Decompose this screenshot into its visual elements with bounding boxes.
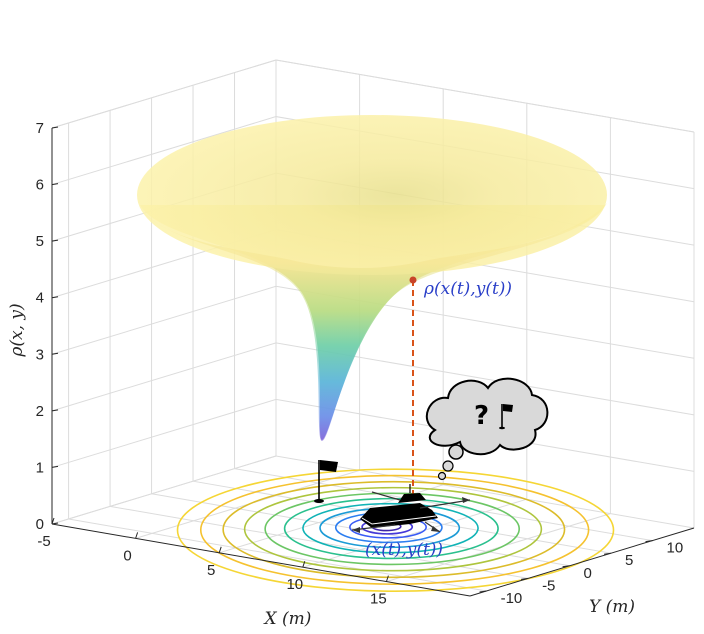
boat-position-label: (x(t),y(t)) (365, 540, 443, 560)
x-tick (302, 561, 306, 568)
x-tick-label: -5 (37, 533, 50, 550)
box-edge (51, 59, 277, 129)
z-axis-label: ρ(x, y) (7, 303, 27, 357)
y-tick (603, 552, 612, 555)
x-tick-label: 10 (286, 576, 303, 593)
x-tick (135, 532, 139, 539)
contour-ring (176, 468, 615, 593)
z-tick (51, 296, 59, 299)
x-tick (385, 575, 389, 582)
z-tick-label: 2 (36, 403, 44, 420)
field-value-label: ρ(x(t),y(t)) (423, 279, 512, 299)
x-tick-label: 5 (207, 562, 215, 579)
contour-ring (243, 486, 543, 572)
z-tick (51, 465, 59, 468)
field-value-marker (409, 276, 417, 284)
z-tick-label: 4 (36, 290, 44, 307)
y-tick (521, 577, 529, 580)
thought-bubble: ? (425, 377, 549, 481)
y-tick (479, 590, 487, 593)
y-tick (562, 565, 570, 568)
x-axis-line (51, 523, 471, 597)
x-tick-label: 15 (370, 591, 387, 608)
flag-icon (314, 460, 338, 503)
contour-ring (199, 474, 590, 585)
x-tick-label: 0 (123, 547, 131, 564)
floor-grid-x (302, 498, 527, 568)
contour-ring (222, 480, 566, 579)
box-edge (275, 59, 695, 133)
y-tick-label: 10 (667, 540, 684, 557)
x-tick (218, 546, 222, 553)
z-tick-label: 5 (36, 233, 44, 250)
contour-lines (176, 468, 615, 593)
surface-rim (137, 115, 607, 275)
contour-ring (302, 502, 479, 554)
x-axis-label: X (m) (263, 609, 312, 629)
y-tick-label: 0 (584, 565, 592, 582)
wall-grid-z (51, 342, 695, 416)
x-tick (51, 517, 55, 525)
z-tick-label: 3 (36, 346, 44, 363)
contour-ring (264, 492, 521, 566)
z-tick-label: 6 (36, 177, 44, 194)
z-tick-label: 1 (36, 459, 44, 476)
mini-flag-icon (499, 404, 513, 430)
z-tick (51, 126, 59, 129)
z-tick-label: 0 (36, 516, 44, 533)
y-tick-label: -10 (501, 590, 523, 607)
boat-icon (351, 484, 471, 533)
thought-symbol: ? (474, 401, 489, 431)
y-tick (645, 540, 653, 543)
z-tick (51, 183, 59, 186)
z-tick (51, 352, 59, 355)
contour-ring (283, 497, 499, 560)
y-tick-label: 5 (625, 552, 633, 569)
wall-grid-z (51, 398, 695, 472)
y-tick-label: -5 (542, 577, 555, 594)
z-tick-label: 7 (36, 120, 44, 137)
z-tick (51, 239, 59, 242)
z-tick (51, 409, 59, 412)
y-axis-line (469, 527, 695, 597)
y-axis-label: Y (m) (589, 597, 635, 617)
z-tick (51, 522, 59, 525)
surface-funnel (137, 115, 607, 441)
